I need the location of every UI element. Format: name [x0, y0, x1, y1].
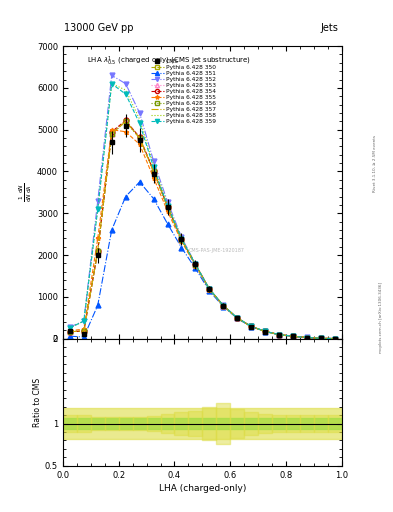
X-axis label: LHA (charged-only): LHA (charged-only) — [159, 484, 246, 493]
Text: Jets: Jets — [320, 23, 338, 33]
Y-axis label: Ratio to CMS: Ratio to CMS — [33, 378, 42, 427]
Legend: CMS, Pythia 6.428 350, Pythia 6.428 351, Pythia 6.428 352, Pythia 6.428 353, Pyt: CMS, Pythia 6.428 350, Pythia 6.428 351,… — [149, 58, 217, 125]
Text: Rivet 3.1.10, ≥ 2.5M events: Rivet 3.1.10, ≥ 2.5M events — [373, 135, 377, 193]
Text: 13000 GeV pp: 13000 GeV pp — [64, 23, 133, 33]
Text: LHA $\lambda^{1}_{0.5}$ (charged only) (CMS jet substructure): LHA $\lambda^{1}_{0.5}$ (charged only) (… — [87, 55, 251, 68]
Bar — [63, 408, 342, 439]
Bar — [63, 418, 342, 430]
Text: CMS-PAS-JME-1920187: CMS-PAS-JME-1920187 — [188, 248, 244, 253]
Text: mcplots.cern.ch [arXiv:1306.3436]: mcplots.cern.ch [arXiv:1306.3436] — [379, 282, 383, 353]
Y-axis label: $\frac{1}{\mathrm{d}N}\frac{\mathrm{d}N}{\mathrm{d}\lambda}$: $\frac{1}{\mathrm{d}N}\frac{\mathrm{d}N}… — [18, 183, 34, 202]
